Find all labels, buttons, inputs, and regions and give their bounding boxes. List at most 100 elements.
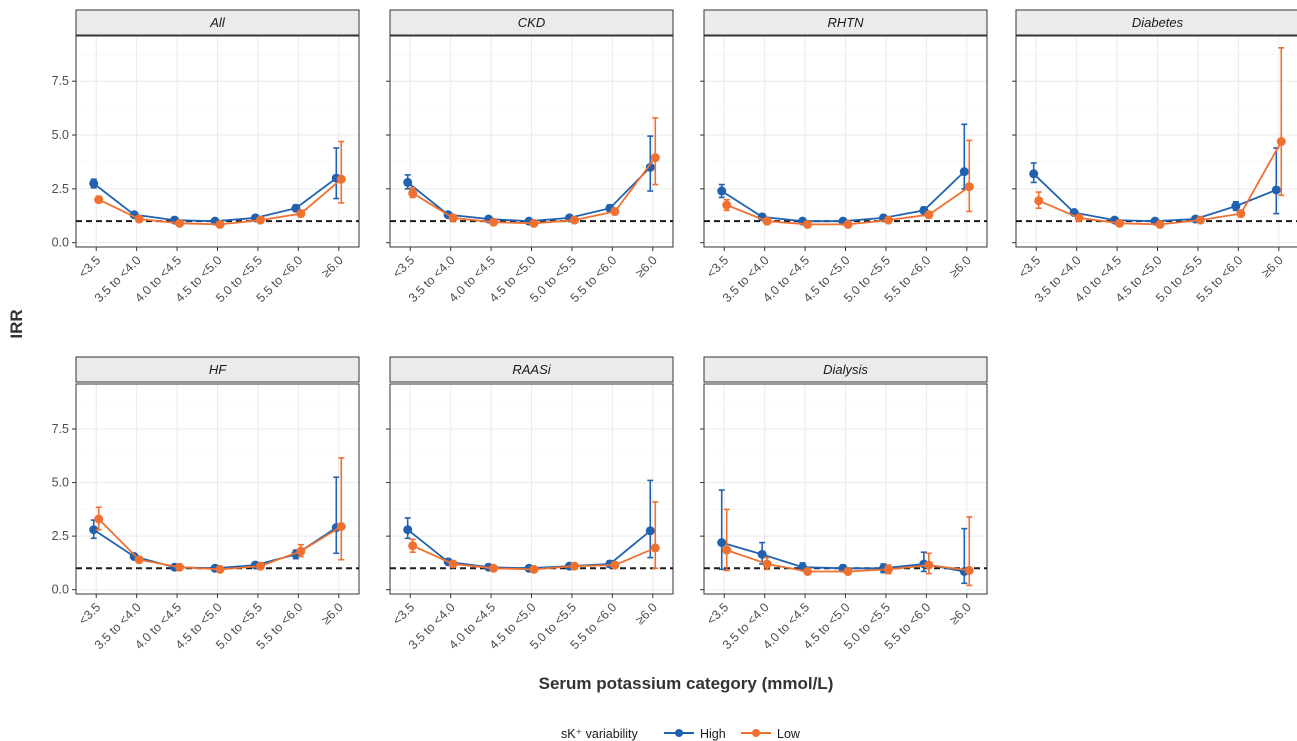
data-point (89, 178, 99, 188)
panel-border (75, 35, 360, 248)
panel-border (703, 35, 988, 248)
data-point (717, 186, 727, 196)
data-point (529, 218, 539, 228)
data-point (1236, 209, 1246, 219)
legend-title: sK⁺ variability (561, 727, 639, 741)
facet-panel-dialysis: Dialysis<3.53.5 to <4.04.0 to <4.54.5 to… (700, 356, 988, 652)
data-point (610, 206, 620, 216)
facet-strip-label: Dialysis (823, 362, 868, 377)
panel-background (1015, 35, 1297, 248)
facet-strip-label: All (209, 15, 226, 30)
x-tick-label: ≥6.0 (319, 600, 346, 627)
data-point (529, 564, 539, 574)
data-point (569, 215, 579, 225)
facet-panel-rhtn: RHTN<3.53.5 to <4.04.0 to <4.54.5 to <5.… (700, 9, 988, 305)
data-point (255, 561, 265, 571)
legend-low-key-point (752, 729, 760, 737)
data-point (89, 525, 99, 535)
series-low (722, 508, 974, 587)
x-axis-title: Serum potassium category (mmol/L) (539, 674, 834, 693)
facet-strip-label: RHTN (827, 15, 864, 30)
data-point (1155, 219, 1165, 229)
data-point (336, 174, 346, 184)
data-point (94, 195, 104, 205)
data-point (762, 216, 772, 226)
data-point (448, 559, 458, 569)
y-tick-label: 5.0 (52, 476, 69, 490)
data-point (883, 215, 893, 225)
series-low (722, 139, 974, 229)
legend-low-label: Low (777, 727, 801, 741)
data-point (924, 210, 934, 220)
series-low (408, 501, 660, 574)
facet-strip (703, 356, 988, 383)
facet-strip (703, 9, 988, 36)
series-low (408, 117, 660, 228)
facet-panel-raasi: RAASi<3.53.5 to <4.04.0 to <4.54.5 to <5… (386, 356, 674, 652)
data-point (717, 538, 727, 548)
data-point (959, 167, 969, 177)
data-point (408, 188, 418, 198)
data-point (1231, 201, 1241, 211)
x-tick-label: <3.5 (76, 253, 103, 280)
data-point (1074, 213, 1084, 223)
data-point (610, 560, 620, 570)
x-tick-label: ≥6.0 (1259, 253, 1286, 280)
y-axis-title: IRR (7, 309, 26, 338)
y-tick-label: 0.0 (52, 583, 69, 597)
series-low (94, 457, 346, 574)
facet-panel-ckd: CKD<3.53.5 to <4.04.0 to <4.54.5 to <5.0… (386, 9, 674, 305)
data-point (336, 522, 346, 531)
data-point (94, 514, 104, 524)
panel-border (389, 35, 674, 248)
data-point (843, 219, 853, 229)
data-point (403, 177, 413, 187)
x-tick-label: <3.5 (704, 600, 731, 627)
data-point (722, 200, 732, 210)
data-point (1029, 169, 1039, 179)
data-point (924, 560, 934, 570)
data-point (762, 559, 772, 569)
x-tick-label: ≥6.0 (947, 600, 974, 627)
x-tick-label: ≥6.0 (947, 253, 974, 280)
facet-strip (75, 9, 360, 36)
data-point (645, 526, 655, 536)
legend: sK⁺ variability High Low (561, 727, 801, 741)
data-point (1115, 218, 1125, 228)
y-tick-label: 7.5 (52, 74, 69, 88)
data-point (883, 564, 893, 574)
data-point (255, 215, 265, 225)
x-tick-label: <3.5 (390, 253, 417, 280)
data-point (569, 561, 579, 571)
facet-strip-label: RAASi (512, 362, 551, 377)
data-point (489, 217, 499, 227)
series-low (1034, 47, 1286, 229)
y-tick-label: 7.5 (52, 422, 69, 436)
data-point (645, 162, 655, 172)
panel-border (75, 383, 360, 595)
data-point (296, 209, 306, 219)
data-point (650, 153, 660, 163)
data-point (489, 563, 499, 573)
y-tick-label: 2.5 (52, 529, 69, 543)
x-tick-label: <3.5 (76, 600, 103, 627)
data-point (722, 545, 732, 555)
data-point (215, 219, 225, 229)
facet-strip-label: HF (209, 362, 227, 377)
facet-strip-label: CKD (518, 15, 545, 30)
data-point (964, 182, 974, 192)
data-point (175, 562, 185, 572)
data-point (408, 541, 418, 551)
data-point (757, 549, 767, 559)
legend-high-key-point (675, 729, 683, 737)
data-point (403, 525, 413, 535)
x-tick-label: ≥6.0 (319, 253, 346, 280)
data-point (175, 218, 185, 228)
panel-border (703, 383, 988, 595)
data-point (1034, 196, 1044, 206)
facet-strip (389, 9, 674, 36)
data-point (215, 564, 225, 574)
data-point (448, 213, 458, 223)
data-point (650, 543, 660, 553)
